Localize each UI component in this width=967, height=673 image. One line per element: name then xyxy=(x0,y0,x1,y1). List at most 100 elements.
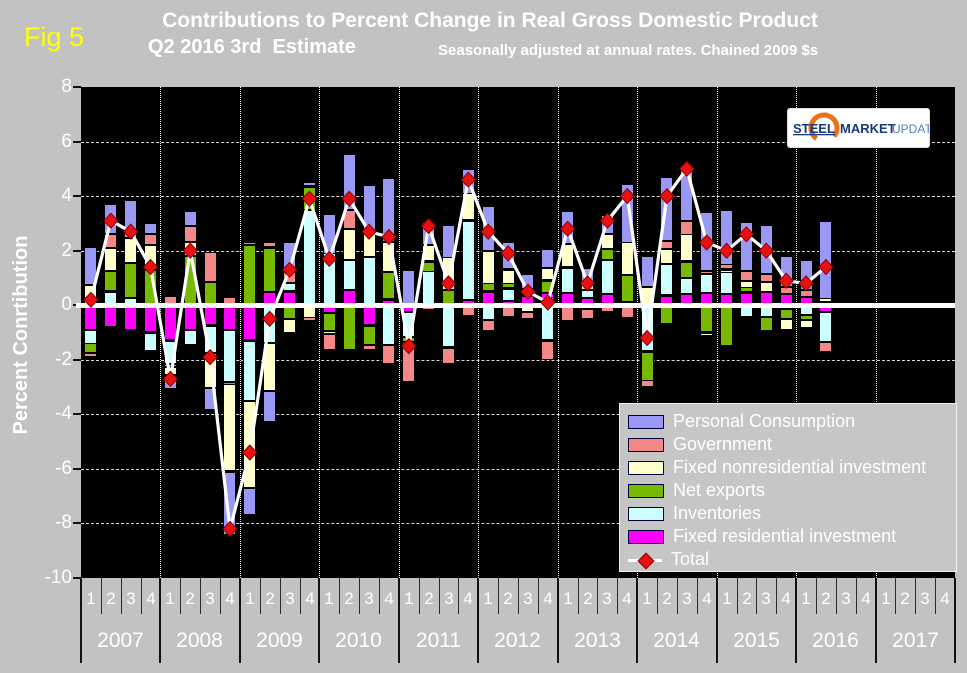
bar-segment-government xyxy=(700,271,713,274)
quarter-tick-label: 1 xyxy=(881,589,891,608)
bar-segment-personal-consumption xyxy=(363,185,376,234)
quarter-tick-label: 4 xyxy=(305,589,315,608)
bar-segment-inventories xyxy=(442,305,455,347)
bar-segment-net-exports xyxy=(641,352,654,381)
bar-segment-inventories xyxy=(720,272,733,294)
quarter-divider-line xyxy=(697,578,698,614)
bar-segment-personal-consumption xyxy=(323,214,336,254)
bar-segment-personal-consumption xyxy=(581,268,594,283)
bar-segment-personal-consumption xyxy=(561,211,574,244)
fixed-residential-swatch-icon xyxy=(628,529,664,544)
year-divider-line xyxy=(477,578,479,663)
quarter-tick-label: 3 xyxy=(205,589,215,608)
quarter-tick-label: 4 xyxy=(940,589,950,608)
quarter-divider-line xyxy=(439,578,440,614)
bar-segment-net-exports xyxy=(184,256,197,305)
bar-segment-personal-consumption xyxy=(343,154,356,210)
bar-segment-inventories xyxy=(144,333,157,351)
year-tick-label: 2009 xyxy=(256,629,303,652)
bar-segment-inventories xyxy=(541,305,554,340)
quarter-divider-line xyxy=(200,578,201,614)
bar-segment-personal-consumption xyxy=(502,242,515,269)
bar-segment-government xyxy=(124,230,137,238)
quarter-tick-label: 4 xyxy=(781,589,791,608)
quarter-tick-label: 1 xyxy=(324,589,334,608)
quarter-tick-label: 2 xyxy=(742,589,752,608)
chart-subtitle-estimate: Q2 2016 3rd Estimate xyxy=(148,36,356,58)
y-axis-tick-mark xyxy=(73,141,81,143)
bar-segment-inventories xyxy=(601,260,614,294)
quarter-divider-line xyxy=(300,578,301,614)
quarter-divider-line xyxy=(141,578,142,614)
bar-segment-personal-consumption xyxy=(819,221,832,299)
bar-segment-personal-consumption xyxy=(184,211,197,226)
bar-segment-fixed-nonresidential-investment xyxy=(382,242,395,272)
year-tick-label: 2012 xyxy=(494,629,541,652)
year-gridline xyxy=(399,87,400,578)
legend-item-personal-consumption: Personal Consumption xyxy=(628,410,956,433)
bar-segment-inventories xyxy=(323,253,336,305)
bar-segment-net-exports xyxy=(621,275,634,302)
quarter-tick-label: 2 xyxy=(344,589,354,608)
bar-segment-personal-consumption xyxy=(800,260,813,290)
year-divider-line xyxy=(636,578,638,663)
bar-segment-inventories xyxy=(680,278,693,294)
quarter-divider-line xyxy=(121,578,122,614)
bar-segment-personal-consumption xyxy=(541,249,554,268)
bar-segment-government xyxy=(581,309,594,319)
quarter-tick-label: 3 xyxy=(285,589,295,608)
y-axis-tick-mark xyxy=(73,250,81,252)
bar-segment-personal-consumption xyxy=(462,169,475,194)
quarter-tick-label: 4 xyxy=(543,589,553,608)
bar-segment-inventories xyxy=(402,312,415,337)
y-axis-tick-label: 8 xyxy=(61,76,72,97)
quarter-divider-line xyxy=(597,578,598,614)
bar-segment-fixed-residential-investment xyxy=(204,305,217,325)
bar-segment-inventories xyxy=(223,330,236,382)
bar-segment-inventories xyxy=(660,264,673,295)
quarter-divider-line xyxy=(379,578,380,614)
legend-item-fixed-nonresidential: Fixed nonresidential investment xyxy=(628,456,956,479)
bar-segment-inventories xyxy=(84,330,97,344)
bar-segment-government xyxy=(521,312,534,319)
zero-baseline xyxy=(76,303,955,308)
bar-segment-net-exports xyxy=(482,283,495,291)
bar-segment-fixed-nonresidential-investment xyxy=(363,234,376,257)
y-axis-tick-label: -8 xyxy=(55,512,72,533)
quarter-divider-line xyxy=(359,578,360,614)
bar-segment-government xyxy=(740,271,753,281)
chart-subtitle-notes: Seasonally adjusted at annual rates. Cha… xyxy=(438,42,819,59)
bar-segment-fixed-nonresidential-investment xyxy=(343,229,356,260)
year-divider-line xyxy=(398,578,400,663)
bar-segment-personal-consumption xyxy=(223,472,236,535)
total-line-diamond-icon xyxy=(628,552,662,569)
bar-segment-fixed-nonresidential-investment xyxy=(243,401,256,488)
bar-segment-personal-consumption xyxy=(283,242,296,272)
y-axis-tick-label: -6 xyxy=(55,458,72,479)
bar-segment-fixed-nonresidential-investment xyxy=(144,245,157,270)
bar-segment-net-exports xyxy=(680,262,693,278)
quarter-tick-label: 3 xyxy=(444,589,454,608)
bar-segment-personal-consumption xyxy=(382,178,395,242)
inventories-swatch-icon xyxy=(628,506,664,521)
bar-segment-fixed-nonresidential-investment xyxy=(204,353,217,388)
bar-segment-net-exports xyxy=(303,187,316,210)
bar-segment-fixed-nonresidential-investment xyxy=(482,251,495,284)
bar-segment-net-exports xyxy=(84,343,97,353)
quarter-tick-label: 3 xyxy=(761,589,771,608)
quarter-tick-label: 4 xyxy=(384,589,394,608)
bar-segment-personal-consumption xyxy=(204,388,217,410)
bar-segment-fixed-residential-investment xyxy=(144,305,157,332)
bar-segment-fixed-nonresidential-investment xyxy=(422,245,435,261)
bar-segment-personal-consumption xyxy=(680,169,693,221)
bar-segment-inventories xyxy=(641,305,654,351)
bar-segment-personal-consumption xyxy=(740,222,753,271)
bar-segment-personal-consumption xyxy=(303,182,316,186)
quarter-tick-label: 1 xyxy=(563,589,573,608)
quarter-divider-line xyxy=(737,578,738,614)
quarter-divider-line xyxy=(836,578,837,614)
year-divider-line xyxy=(716,578,718,663)
bar-segment-government xyxy=(541,341,554,360)
year-divider-line xyxy=(80,578,82,663)
